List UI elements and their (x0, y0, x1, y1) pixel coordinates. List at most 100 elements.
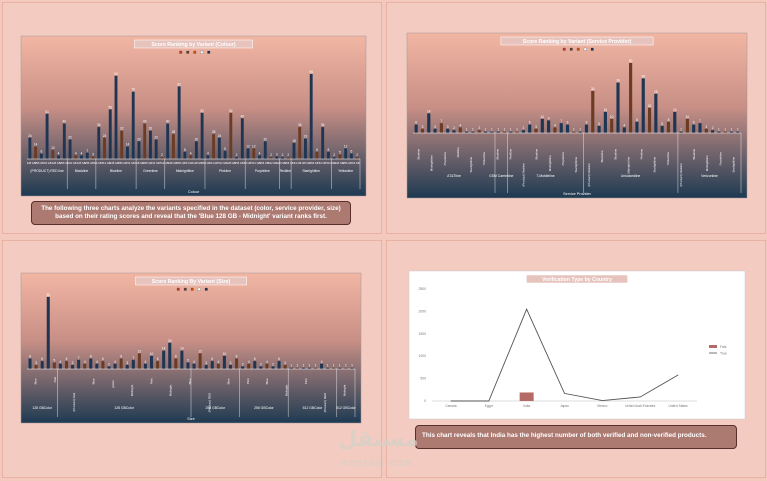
bar-size-5-0 (338, 367, 342, 369)
line-point-true-4 (601, 400, 603, 401)
group-label-colour-9: Yellowline (338, 169, 353, 173)
bar-size-5-2 (350, 367, 354, 369)
bar-colour-6-4 (269, 157, 273, 159)
data-label-size-4-2: 1 (302, 364, 304, 368)
data-label-size-2-3: 6 (211, 357, 213, 361)
data-label-colour-5-4: 52 (229, 109, 233, 113)
chart-size: Score Ranking By Variant (Size)836555128… (20, 272, 362, 424)
data-label-colour-9-1: 5 (339, 151, 341, 155)
bar-colour-4-5 (194, 141, 198, 159)
data-label-colour-4-4: 4 (190, 151, 192, 155)
tick-label-colour-8: 64 GB (94, 161, 102, 165)
data-label-colour-3-1: 40 (143, 120, 147, 124)
data-label-size-5-2: 1 (351, 364, 353, 368)
bar-provider-0-11 (483, 131, 488, 133)
data-label-colour-0-0: 24 (28, 134, 32, 138)
data-label-size-0-4: 5 (53, 358, 55, 362)
chart-title-size-box (135, 276, 247, 286)
data-label-size-0-2: 6 (41, 357, 43, 361)
bar-provider-0-4 (439, 123, 443, 133)
bar-provider-3-6 (622, 127, 626, 133)
data-label-size-4-7: 1 (333, 364, 335, 368)
tick-label-provider-6: Blueline (495, 148, 499, 159)
data-label-size-2-4: 4 (217, 360, 219, 364)
bar-colour-1-2 (80, 155, 83, 159)
x-tick-label-2: India (523, 404, 530, 408)
bar-colour-3-1 (143, 123, 147, 159)
bar-size-2-1 (198, 353, 202, 369)
bar-colour-6-0 (246, 148, 250, 159)
plot-area-provider (406, 32, 748, 199)
bar-provider-2-7 (553, 127, 557, 133)
data-label-colour-0-4: 10 (51, 146, 55, 150)
line-point-true-3 (564, 392, 565, 394)
data-label-provider-3-13: 8 (668, 118, 670, 122)
group-label-colour-4: Midnightline (176, 169, 194, 173)
data-label-size-1-19: 8 (175, 355, 177, 359)
bar-provider-0-10 (477, 130, 481, 133)
bar-size-1-6 (95, 363, 99, 369)
line-point-true-0 (450, 400, 452, 402)
bar-size-1-10 (119, 358, 123, 369)
y-tick-label-4: 500 (420, 377, 426, 381)
bar-size-3-4 (265, 363, 269, 369)
colour-legend-swatch-0 (179, 50, 183, 54)
data-label-size-5-0: 1 (339, 364, 341, 368)
bar-size-1-16 (156, 361, 160, 369)
tick-label-colour-16: 512 GB (160, 161, 169, 165)
data-label-provider-3-5: 36 (616, 79, 620, 83)
tick-label-colour-34: 256 GB (310, 161, 319, 165)
data-label-colour-2-4: 32 (120, 127, 124, 131)
bar-colour-5-4 (229, 112, 233, 159)
bar-colour-8-2 (304, 138, 307, 159)
bar-size-1-12 (131, 359, 135, 369)
bar-size-1-2 (71, 365, 75, 369)
data-label-provider-3-11: 28 (654, 90, 658, 94)
data-label-provider-4-1: 10 (686, 115, 690, 119)
tick-label-provider-24: Starlightline (731, 156, 735, 172)
bar-size-3-3 (259, 366, 263, 369)
bar-provider-2-3 (528, 124, 532, 133)
data-label-provider-4-2: 6 (693, 121, 695, 125)
data-label-provider-0-0: 6 (415, 121, 417, 125)
y-tick-label-3: 1000 (418, 354, 426, 358)
bar-provider-4-3 (698, 123, 702, 133)
bar-size-1-3 (77, 359, 81, 369)
bar-colour-3-3 (154, 139, 158, 159)
bar-size-1-21 (186, 362, 190, 369)
provider-legend-swatch-1 (569, 47, 573, 51)
bar-colour-0-0 (28, 137, 32, 159)
data-label-provider-0-8: 1 (466, 128, 468, 132)
bar-colour-5-3 (223, 151, 227, 159)
x-tick-label-3: Japan (560, 404, 569, 408)
data-label-provider-2-3: 6 (529, 121, 531, 125)
group-label-colour-6: Purpleline (255, 169, 270, 173)
bar-provider-0-8 (465, 131, 469, 133)
data-label-size-1-18: 20 (168, 339, 172, 343)
data-label-colour-8-5: 36 (321, 123, 325, 127)
data-label-size-0-1: 3 (35, 361, 37, 365)
tick-label-colour-21: 256 GB (202, 161, 211, 165)
x-tick-label-1: Egypt (485, 404, 493, 408)
data-label-colour-3-4: 2 (161, 153, 163, 157)
bar-size-1-13 (137, 353, 141, 369)
tick-label-colour-2: 64 GB (44, 161, 52, 165)
group-label-provider-0: AT&Tline (447, 174, 461, 178)
slide-provider: Score Ranking by Variant (Service Provid… (386, 2, 766, 234)
chart-colour: Score Ranking by Variant (Colour)2414651… (20, 35, 367, 197)
bar-size-3-0 (241, 366, 245, 369)
bar-colour-9-3 (349, 153, 353, 159)
tick-label-provider-23: Purpleline (718, 152, 722, 166)
tick-label-colour-9: 512 GB (102, 161, 111, 165)
data-label-provider-2-7: 4 (554, 123, 556, 127)
slide-country: Verification Type by Country 2500 2000 1500… (386, 240, 766, 478)
group-label-colour-3: Greenline (143, 169, 158, 173)
size-legend-swatch-2 (190, 287, 194, 291)
tick-label-size-5: Midnight (130, 385, 134, 397)
data-label-provider-0-2: 14 (427, 109, 431, 113)
chart-provider: Score Ranking by Variant (Service Provid… (406, 32, 748, 199)
tick-label-provider-13: (Product) Redline (587, 163, 591, 187)
bar-provider-3-14 (673, 112, 677, 133)
data-label-provider-2-11: 1 (579, 128, 581, 132)
tick-label-provider-7: Pinkline (508, 148, 512, 159)
